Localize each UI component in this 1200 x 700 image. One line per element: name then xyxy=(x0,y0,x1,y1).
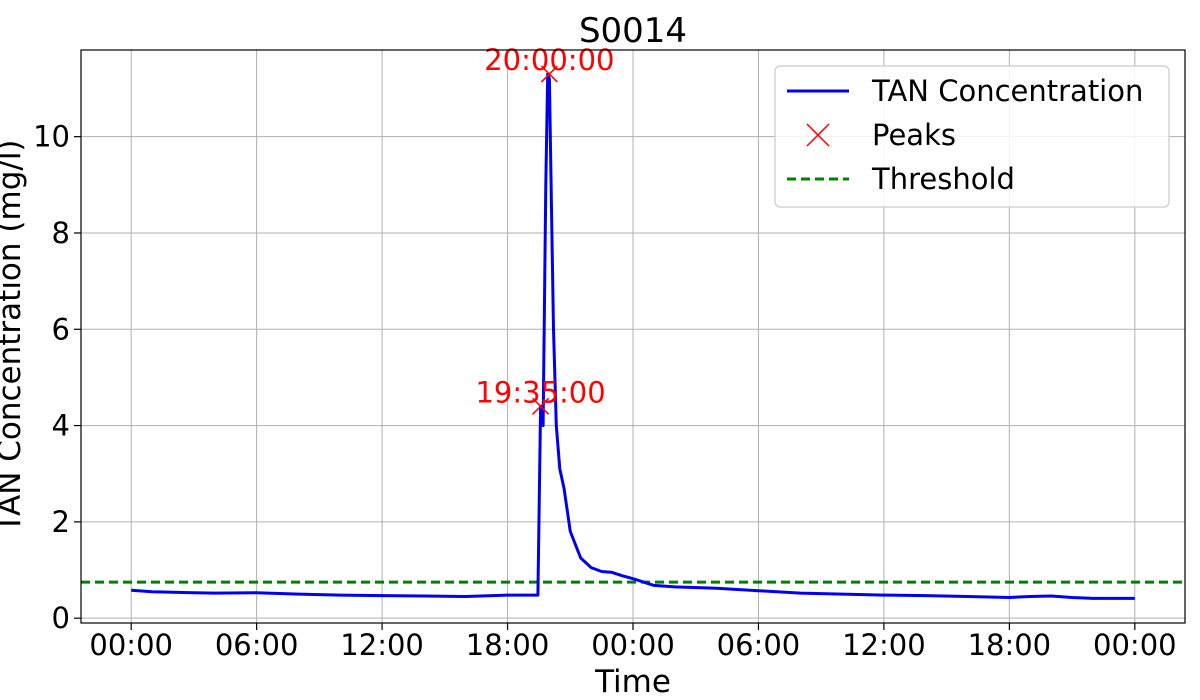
y-axis-ticks: 0 2 4 6 8 10 xyxy=(33,120,81,635)
legend-box xyxy=(774,65,1170,208)
chart-title: S0014 xyxy=(579,11,687,51)
peak-label: 20:00:00 xyxy=(484,43,614,77)
x-tick-label: 12:00 xyxy=(842,628,926,662)
legend-peaks-marker xyxy=(806,123,830,147)
tan-concentration-line xyxy=(131,72,1135,600)
x-tick-label: 12:00 xyxy=(340,628,424,662)
x-tick-label: 06:00 xyxy=(215,628,299,662)
peaks-layer: 19:35:00 20:00:00 xyxy=(475,43,614,415)
y-tick-label: 2 xyxy=(52,505,70,539)
legend-label-series: TAN Concentration xyxy=(871,74,1143,108)
x-tick-label: 00:00 xyxy=(1093,628,1177,662)
x-axis-label: Time xyxy=(594,664,671,700)
x-tick-label: 18:00 xyxy=(968,628,1052,662)
legend: TAN Concentration Peaks Threshold xyxy=(774,65,1170,208)
y-tick-label: 0 xyxy=(52,601,70,635)
y-tick-label: 6 xyxy=(52,312,70,346)
x-axis-ticks: 00:00 06:00 12:00 18:00 00:00 06:00 12:00 18:00… xyxy=(89,623,1177,662)
peak-marker xyxy=(532,397,550,415)
x-tick-label: 06:00 xyxy=(717,628,801,662)
legend-label-peaks: Peaks xyxy=(872,118,956,152)
legend-label-threshold: Threshold xyxy=(871,162,1015,196)
y-tick-label: 8 xyxy=(52,216,70,250)
y-tick-label: 4 xyxy=(52,409,70,443)
x-tick-label: 18:00 xyxy=(466,628,550,662)
x-tick-label: 00:00 xyxy=(591,628,675,662)
y-tick-label: 10 xyxy=(33,120,70,154)
series-layer xyxy=(131,72,1135,600)
y-axis-label: TAN Concentration (mg/l) xyxy=(0,139,28,533)
x-tick-label: 00:00 xyxy=(89,628,173,662)
peak-label: 19:35:00 xyxy=(475,375,605,409)
peak-marker xyxy=(540,65,558,83)
